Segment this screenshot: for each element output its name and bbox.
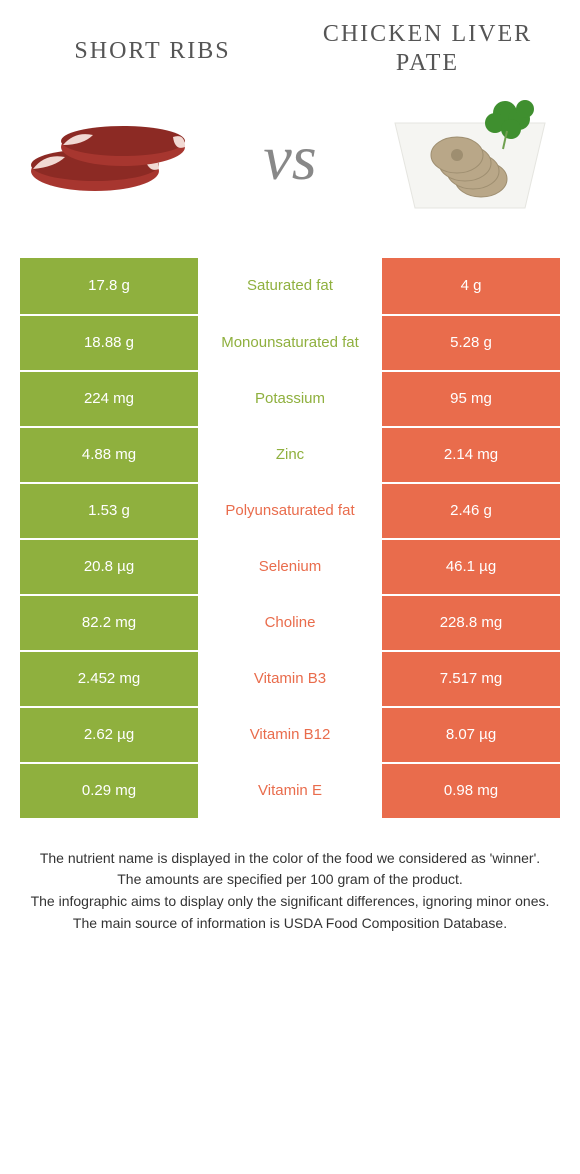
- nutrient-label-cell: Vitamin B12: [200, 708, 380, 762]
- footer-line: The amounts are specified per 100 gram o…: [30, 869, 550, 891]
- left-value-cell: 20.8 µg: [20, 540, 200, 594]
- footer-notes: The nutrient name is displayed in the co…: [0, 818, 580, 935]
- vs-label: vs: [263, 121, 316, 195]
- right-value-cell: 4 g: [380, 258, 560, 314]
- table-row: 0.29 mgVitamin E0.98 mg: [20, 762, 560, 818]
- table-row: 18.88 gMonounsaturated fat5.28 g: [20, 314, 560, 370]
- left-value-cell: 2.62 µg: [20, 708, 200, 762]
- left-value-cell: 0.29 mg: [20, 764, 200, 818]
- right-value-cell: 46.1 µg: [380, 540, 560, 594]
- nutrient-label-cell: Monounsaturated fat: [200, 316, 380, 370]
- nutrient-label-cell: Vitamin B3: [200, 652, 380, 706]
- nutrient-label-cell: Vitamin E: [200, 764, 380, 818]
- table-row: 82.2 mgCholine228.8 mg: [20, 594, 560, 650]
- right-value-cell: 8.07 µg: [380, 708, 560, 762]
- pate-image: [380, 88, 560, 228]
- images-row: vs: [0, 78, 580, 258]
- right-food-title: CHICKEN LIVER PATE: [295, 20, 560, 78]
- table-row: 1.53 gPolyunsaturated fat2.46 g: [20, 482, 560, 538]
- left-value-cell: 17.8 g: [20, 258, 200, 314]
- left-value-cell: 82.2 mg: [20, 596, 200, 650]
- nutrient-label-cell: Choline: [200, 596, 380, 650]
- table-row: 2.62 µgVitamin B128.07 µg: [20, 706, 560, 762]
- left-value-cell: 1.53 g: [20, 484, 200, 538]
- left-value-cell: 2.452 mg: [20, 652, 200, 706]
- right-value-cell: 0.98 mg: [380, 764, 560, 818]
- left-food-title: SHORT RIBS: [20, 20, 285, 65]
- left-value-cell: 18.88 g: [20, 316, 200, 370]
- left-value-cell: 4.88 mg: [20, 428, 200, 482]
- footer-line: The nutrient name is displayed in the co…: [30, 848, 550, 870]
- nutrient-label-cell: Polyunsaturated fat: [200, 484, 380, 538]
- right-value-cell: 228.8 mg: [380, 596, 560, 650]
- header: SHORT RIBS CHICKEN LIVER PATE: [0, 0, 580, 78]
- nutrient-label-cell: Saturated fat: [200, 258, 380, 314]
- footer-line: The infographic aims to display only the…: [30, 891, 550, 913]
- left-value-cell: 224 mg: [20, 372, 200, 426]
- right-value-cell: 2.14 mg: [380, 428, 560, 482]
- comparison-table: 17.8 gSaturated fat4 g18.88 gMonounsatur…: [20, 258, 560, 818]
- footer-line: The main source of information is USDA F…: [30, 913, 550, 935]
- table-row: 2.452 mgVitamin B37.517 mg: [20, 650, 560, 706]
- right-value-cell: 95 mg: [380, 372, 560, 426]
- table-row: 4.88 mgZinc2.14 mg: [20, 426, 560, 482]
- table-row: 224 mgPotassium95 mg: [20, 370, 560, 426]
- short-ribs-image: [20, 88, 200, 228]
- right-value-cell: 7.517 mg: [380, 652, 560, 706]
- right-value-cell: 5.28 g: [380, 316, 560, 370]
- nutrient-label-cell: Selenium: [200, 540, 380, 594]
- table-row: 20.8 µgSelenium46.1 µg: [20, 538, 560, 594]
- nutrient-label-cell: Potassium: [200, 372, 380, 426]
- right-value-cell: 2.46 g: [380, 484, 560, 538]
- nutrient-label-cell: Zinc: [200, 428, 380, 482]
- table-row: 17.8 gSaturated fat4 g: [20, 258, 560, 314]
